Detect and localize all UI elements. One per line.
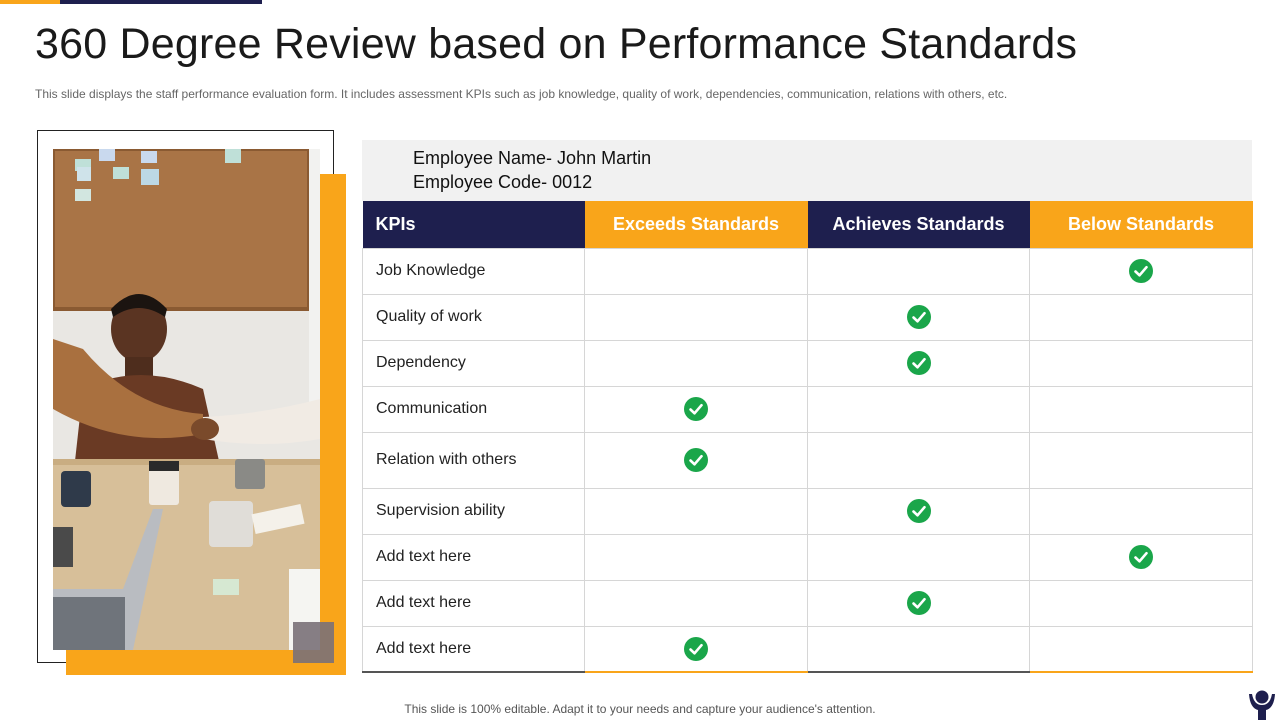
table-row: Communication	[362, 385, 1253, 433]
rating-cell	[1029, 247, 1253, 295]
slide-footer: This slide is 100% editable. Adapt it to…	[0, 702, 1280, 716]
kpi-label: Supervision ability	[362, 487, 585, 535]
check-circle-icon	[1129, 545, 1153, 569]
rating-cell	[584, 487, 808, 535]
table-header-row: KPIs Exceeds Standards Achieves Standard…	[362, 201, 1253, 248]
rating-cell	[1029, 625, 1253, 673]
rating-cell	[807, 431, 1030, 489]
table-row: Add text here	[362, 625, 1253, 673]
kpi-label: Communication	[362, 385, 585, 433]
rating-cell	[584, 579, 808, 627]
check-circle-icon	[684, 448, 708, 472]
check-circle-icon	[906, 351, 931, 375]
check-circle-icon	[684, 397, 708, 421]
rating-cell	[807, 293, 1030, 341]
check-circle-icon	[906, 499, 931, 523]
kpi-label: Add text here	[362, 533, 585, 581]
table-row: Dependency	[362, 339, 1253, 387]
kpi-label: Relation with others	[362, 431, 585, 489]
rating-cell	[807, 385, 1030, 433]
slide-subtitle: This slide displays the staff performanc…	[35, 87, 1008, 101]
rating-cell	[584, 625, 808, 673]
top-accent-orange	[0, 0, 60, 4]
kpi-label: Add text here	[362, 625, 585, 673]
meeting-photo	[53, 149, 320, 650]
rating-cell	[584, 339, 808, 387]
rating-cell	[807, 533, 1030, 581]
kpi-label: Quality of work	[362, 293, 585, 341]
kpi-label: Job Knowledge	[362, 247, 585, 295]
rating-cell	[1029, 339, 1253, 387]
header-achieves: Achieves Standards	[807, 201, 1030, 248]
employee-info-panel: Employee Name- John Martin Employee Code…	[362, 140, 1252, 201]
footer-text: This slide is 100% editable. Adapt it to…	[404, 702, 876, 716]
rating-cell	[1029, 579, 1253, 627]
header-below: Below Standards	[1029, 201, 1253, 248]
table-row: Quality of work	[362, 293, 1253, 341]
table-row: Add text here	[362, 533, 1253, 581]
rating-cell	[1029, 487, 1253, 535]
rating-cell	[807, 487, 1030, 535]
photo-accent-square	[293, 622, 334, 663]
handshake-illustration	[53, 149, 320, 650]
rating-cell	[1029, 293, 1253, 341]
check-circle-icon	[1129, 259, 1153, 283]
header-exceeds: Exceeds Standards	[584, 201, 808, 248]
employee-name: Employee Name- John Martin	[413, 148, 652, 168]
rating-cell	[807, 339, 1030, 387]
rating-cell	[1029, 431, 1253, 489]
table-body: Job Knowledge Quality of work Dependency Co…	[362, 247, 1253, 673]
header-kpis: KPIs	[362, 201, 585, 248]
kpi-label: Add text here	[362, 579, 585, 627]
rating-cell	[584, 533, 808, 581]
person-logo-icon	[1249, 690, 1275, 720]
table-row: Add text here	[362, 579, 1253, 627]
rating-cell	[807, 579, 1030, 627]
kpi-label: Dependency	[362, 339, 585, 387]
rating-cell	[807, 247, 1030, 295]
rating-cell	[584, 431, 808, 489]
kpi-rating-table: KPIs Exceeds Standards Achieves Standard…	[362, 201, 1253, 673]
rating-cell	[1029, 385, 1253, 433]
rating-cell	[1029, 533, 1253, 581]
rating-cell	[584, 385, 808, 433]
rating-cell	[584, 247, 808, 295]
employee-code: Employee Code- 0012	[413, 172, 593, 192]
check-circle-icon	[906, 305, 931, 329]
table-row: Job Knowledge	[362, 247, 1253, 295]
table-row: Relation with others	[362, 431, 1253, 489]
rating-cell	[584, 293, 808, 341]
check-circle-icon	[684, 636, 708, 661]
table-row: Supervision ability	[362, 487, 1253, 535]
top-accent-navy	[60, 0, 262, 4]
rating-cell	[807, 625, 1030, 673]
check-circle-icon	[906, 591, 931, 615]
slide-title: 360 Degree Review based on Performance S…	[35, 20, 1078, 68]
